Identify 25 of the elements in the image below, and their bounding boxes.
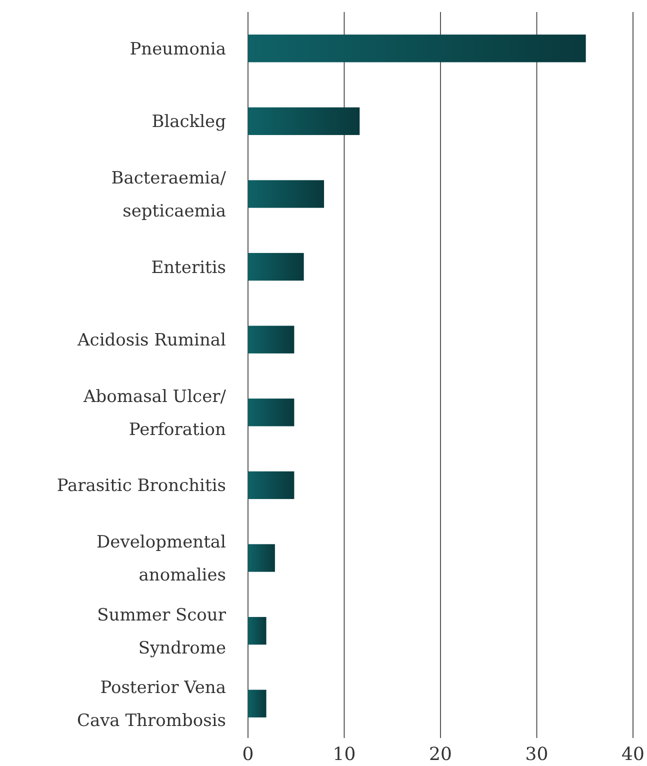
- y-tick-label: Developmental anomalies: [96, 532, 226, 586]
- y-tick-label: Abomasal Ulcer/ Perforation: [82, 386, 226, 440]
- bar: [248, 690, 266, 718]
- bar: [248, 544, 275, 572]
- y-tick-label: Summer Scour Syndrome: [97, 605, 227, 658]
- y-tick-label: Posterior Vena Cava Thrombosis: [76, 678, 226, 732]
- x-tick-label: 20: [429, 744, 452, 765]
- bar: [248, 180, 324, 208]
- bar: [248, 616, 266, 645]
- bar: [248, 326, 294, 354]
- y-tick-label: Enteritis: [151, 258, 226, 278]
- x-tick-label: 10: [332, 744, 356, 765]
- x-tick-label: 30: [525, 744, 548, 765]
- bar: [248, 34, 586, 62]
- x-tick-label: 0: [242, 744, 254, 765]
- y-tick-label: Blackleg: [152, 112, 226, 132]
- y-tick-label: Acidosis Ruminal: [76, 330, 226, 351]
- bar: [248, 398, 294, 426]
- bar: [248, 471, 294, 500]
- y-tick-label: Parasitic Bronchitis: [56, 476, 226, 496]
- bar: [248, 107, 360, 136]
- y-tick-label: Bacteraemia/ septicaemia: [111, 168, 226, 222]
- bar: [248, 252, 304, 281]
- y-tick-label: Pneumonia: [130, 39, 226, 60]
- x-tick-label: 40: [622, 744, 644, 765]
